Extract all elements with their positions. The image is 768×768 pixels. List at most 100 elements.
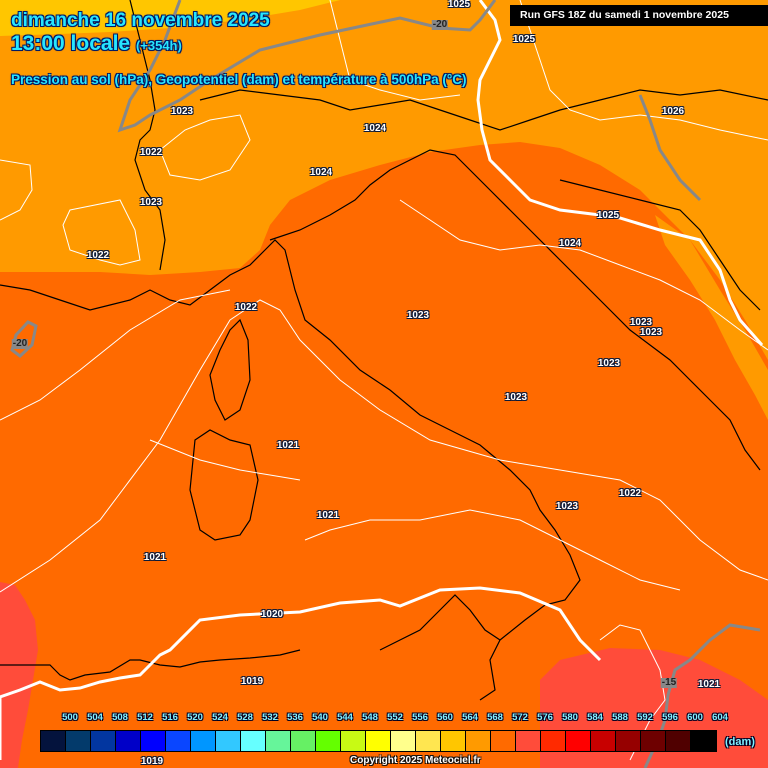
- legend-swatch: [41, 731, 66, 751]
- legend-swatch: [166, 731, 191, 751]
- pressure-label: 1024: [363, 123, 387, 134]
- run-info: Run GFS 18Z du samedi 1 novembre 2025: [510, 5, 768, 26]
- legend-value: 544: [337, 712, 353, 723]
- legend-value: 560: [437, 712, 453, 723]
- legend-value: 536: [287, 712, 303, 723]
- legend-value: 548: [362, 712, 378, 723]
- legend-value: 596: [662, 712, 678, 723]
- legend-swatch: [141, 731, 166, 751]
- legend-swatch: [316, 731, 341, 751]
- lead-time: (+354h): [135, 38, 182, 53]
- pressure-label: 1023: [406, 310, 430, 321]
- pressure-label: 1023: [629, 317, 653, 328]
- local-time: 13:00 locale: [11, 32, 131, 55]
- legend-swatch: [116, 731, 141, 751]
- legend-swatch: [541, 731, 566, 751]
- legend-swatch: [191, 731, 216, 751]
- pressure-label: 1021: [697, 679, 721, 690]
- legend-value: 516: [162, 712, 178, 723]
- legend-swatch: [291, 731, 316, 751]
- legend-swatch: [441, 731, 466, 751]
- legend-value: 572: [512, 712, 528, 723]
- legend-colorbar: [40, 730, 717, 752]
- legend-unit: (dam): [725, 736, 755, 748]
- legend-value: 564: [462, 712, 478, 723]
- legend-swatch: [616, 731, 641, 751]
- legend-swatch: [491, 731, 516, 751]
- legend-swatch: [516, 731, 541, 751]
- legend-value: 604: [712, 712, 728, 723]
- pressure-label: 1023: [597, 358, 621, 369]
- legend-value: 584: [587, 712, 603, 723]
- pressure-label: 1023: [555, 501, 579, 512]
- coastlines: [0, 0, 768, 701]
- legend-swatch: [416, 731, 441, 751]
- legend-swatch: [341, 731, 366, 751]
- legend-swatch: [566, 731, 591, 751]
- pressure-label: 1025: [512, 34, 536, 45]
- pressure-label: 1023: [639, 327, 663, 338]
- legend-value: 556: [412, 712, 428, 723]
- pressure-label: 1026: [661, 106, 685, 117]
- pressure-label: 1024: [558, 238, 582, 249]
- legend-value: 592: [637, 712, 653, 723]
- zone-564-east: [655, 215, 768, 420]
- pressure-label: 1021: [316, 510, 340, 521]
- pressure-label: 1024: [309, 167, 333, 178]
- pressure-label: 1025: [447, 0, 471, 10]
- pressure-label: 1022: [618, 488, 642, 499]
- legend-value: 508: [112, 712, 128, 723]
- zone-564: [0, 0, 768, 360]
- legend-value: 520: [187, 712, 203, 723]
- legend-value: 588: [612, 712, 628, 723]
- temperature-label: -15: [660, 677, 678, 688]
- legend-value: 540: [312, 712, 328, 723]
- legend-swatch: [66, 731, 91, 751]
- legend-value: 528: [237, 712, 253, 723]
- temperature-label: -20: [11, 338, 29, 349]
- forecast-time: 13:00 locale (+354h): [11, 33, 182, 54]
- pressure-label: 1019: [140, 756, 164, 767]
- legend-swatch: [466, 731, 491, 751]
- zone-560: [0, 0, 340, 36]
- pressure-label: 1021: [143, 552, 167, 563]
- legend-swatch: [641, 731, 666, 751]
- zone-572-sw: [0, 582, 38, 768]
- legend-value: 576: [537, 712, 553, 723]
- pressure-label: 1025: [596, 210, 620, 221]
- pressure-label: 1020: [260, 609, 284, 620]
- legend-value: 500: [62, 712, 78, 723]
- legend-swatch: [666, 731, 691, 751]
- pressure-label: 1023: [139, 197, 163, 208]
- pressure-label: 1023: [170, 106, 194, 117]
- legend-swatch: [241, 731, 266, 751]
- legend-value: 504: [87, 712, 103, 723]
- pressure-label: 1022: [234, 302, 258, 313]
- forecast-date: dimanche 16 novembre 2025: [11, 10, 270, 31]
- pressure-label: 1019: [240, 676, 264, 687]
- pressure-label: 1022: [86, 250, 110, 261]
- legend-swatch: [91, 731, 116, 751]
- legend-value: 524: [212, 712, 228, 723]
- legend-value: 512: [137, 712, 153, 723]
- legend-value: 552: [387, 712, 403, 723]
- map-description: Pression au sol (hPa), Geopotentiel (dam…: [11, 72, 467, 87]
- legend-swatch: [266, 731, 291, 751]
- legend-swatch: [691, 731, 716, 751]
- legend-value: 580: [562, 712, 578, 723]
- legend-swatch: [391, 731, 416, 751]
- pressure-label: 1021: [276, 440, 300, 451]
- legend-swatch: [591, 731, 616, 751]
- legend-swatch: [366, 731, 391, 751]
- legend-swatch: [216, 731, 241, 751]
- copyright: Copyright 2025 Meteociel.fr: [350, 755, 481, 766]
- legend-value: 568: [487, 712, 503, 723]
- pressure-label: 1022: [139, 147, 163, 158]
- legend-value: 600: [687, 712, 703, 723]
- legend-value: 532: [262, 712, 278, 723]
- pressure-label: 1023: [504, 392, 528, 403]
- temperature-label: -20: [431, 19, 449, 30]
